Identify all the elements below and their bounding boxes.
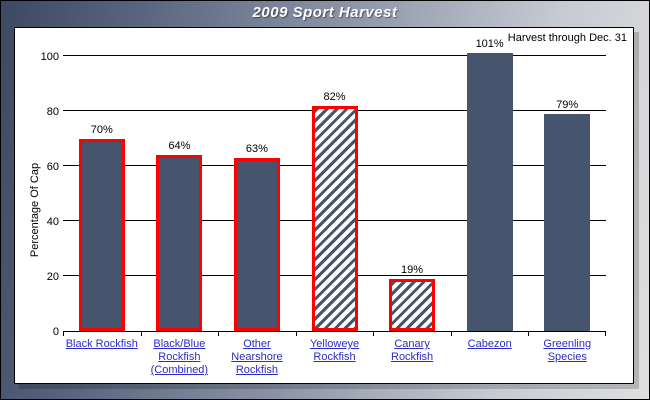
x-axis-tick xyxy=(63,332,64,336)
bar-value-label: 64% xyxy=(168,140,191,152)
bar-value-label: 63% xyxy=(245,142,268,155)
bar-value-label: 101% xyxy=(475,38,504,51)
bar-value-label: 70% xyxy=(90,123,113,136)
bar xyxy=(389,278,436,331)
category-link[interactable]: Black/Blue Rockfish (Combined) xyxy=(150,338,209,376)
plot-area: 70% 64% 63% 82% 19% 101% 79% xyxy=(63,28,606,332)
y-tick-label: 40 xyxy=(46,216,59,228)
category-link[interactable]: Greenling Species xyxy=(543,338,592,363)
x-axis-tick xyxy=(528,332,529,336)
x-axis-tick xyxy=(141,332,142,336)
bar xyxy=(311,105,358,331)
x-axis-tick xyxy=(451,332,452,336)
category-link[interactable]: Cabezon xyxy=(467,338,512,350)
chart-plot-box: Harvest through Dec. 31 Percentage Of Ca… xyxy=(14,27,634,384)
bar xyxy=(233,157,280,331)
bar xyxy=(78,138,125,331)
bar xyxy=(544,113,591,331)
y-tick-label: 60 xyxy=(46,161,59,173)
category-link[interactable]: Other Nearshore Rockfish xyxy=(231,338,283,376)
category-link[interactable]: Black Rockfish xyxy=(65,338,138,350)
bar-value-label: 82% xyxy=(323,90,346,103)
bar xyxy=(156,155,203,331)
y-tick-label: 20 xyxy=(46,271,59,283)
category-link[interactable]: Yelloweye Rockfish xyxy=(309,338,360,363)
y-tick-label: 100 xyxy=(40,51,59,63)
category-link[interactable]: Canary Rockfish xyxy=(391,338,434,363)
y-tick-label: 0 xyxy=(52,326,59,338)
y-tick-label: 80 xyxy=(46,106,59,118)
x-axis-tick xyxy=(296,332,297,336)
bar-value-label: 79% xyxy=(556,98,579,111)
bar xyxy=(466,53,513,331)
bar-value-label: 19% xyxy=(401,263,424,276)
x-axis-tick xyxy=(605,332,606,336)
chart-title: 2009 Sport Harvest xyxy=(252,4,398,21)
category-labels-row: Black Rockfish Black/Blue Rockfish (Combi… xyxy=(63,338,606,377)
gridline xyxy=(63,55,606,56)
x-axis-tick xyxy=(373,332,374,336)
x-axis-tick xyxy=(218,332,219,336)
harvest-note: Harvest through Dec. 31 xyxy=(507,32,627,44)
